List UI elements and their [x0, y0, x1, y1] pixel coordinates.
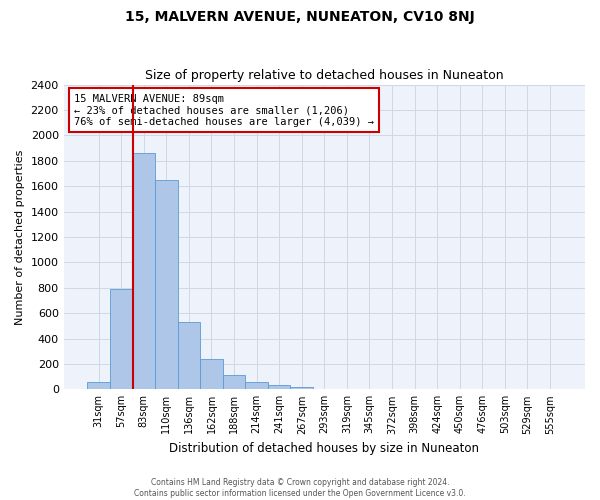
Title: Size of property relative to detached houses in Nuneaton: Size of property relative to detached ho… [145, 69, 503, 82]
Bar [133, 153, 155, 390]
Bar [110, 289, 133, 390]
Y-axis label: Number of detached properties: Number of detached properties [15, 149, 25, 324]
Bar [268, 385, 290, 390]
Bar [245, 382, 268, 390]
Bar [155, 180, 178, 390]
Bar [200, 359, 223, 390]
Bar [178, 322, 200, 390]
Bar [223, 376, 245, 390]
X-axis label: Distribution of detached houses by size in Nuneaton: Distribution of detached houses by size … [169, 442, 479, 455]
Bar [290, 387, 313, 390]
Text: Contains HM Land Registry data © Crown copyright and database right 2024.
Contai: Contains HM Land Registry data © Crown c… [134, 478, 466, 498]
Text: 15 MALVERN AVENUE: 89sqm
← 23% of detached houses are smaller (1,206)
76% of sem: 15 MALVERN AVENUE: 89sqm ← 23% of detach… [74, 94, 374, 127]
Bar [88, 382, 110, 390]
Text: 15, MALVERN AVENUE, NUNEATON, CV10 8NJ: 15, MALVERN AVENUE, NUNEATON, CV10 8NJ [125, 10, 475, 24]
